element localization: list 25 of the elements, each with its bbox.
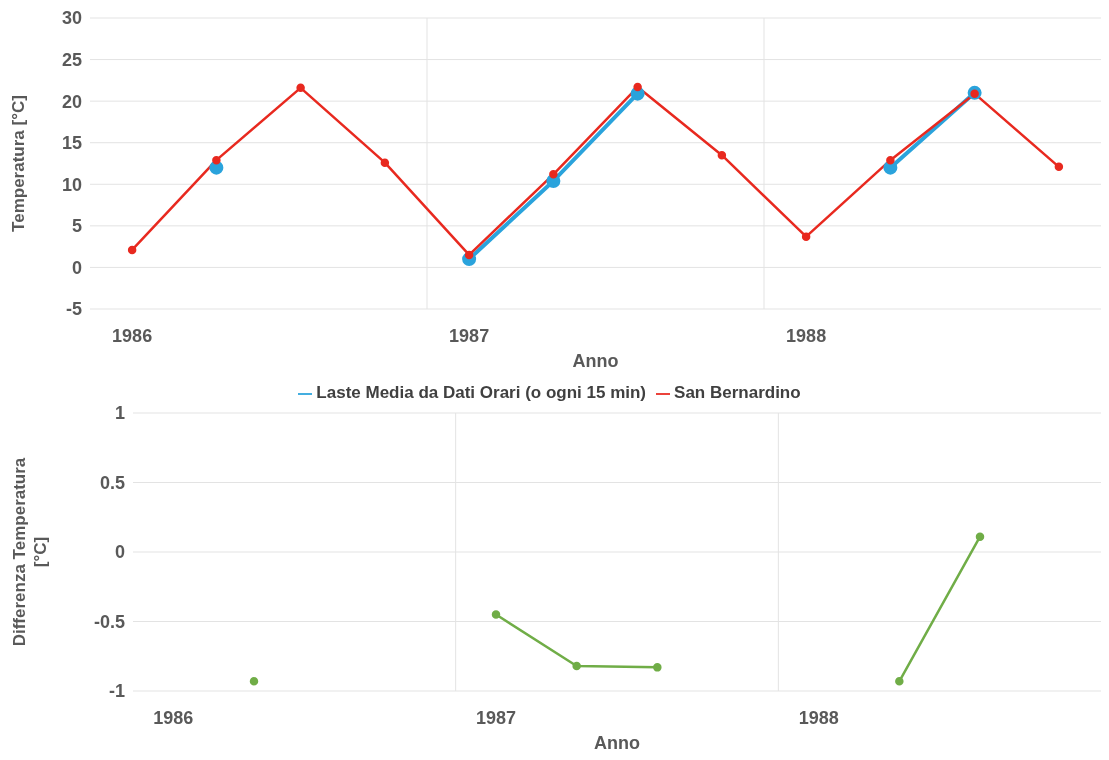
y-tick-label: 0.5 bbox=[99, 472, 125, 493]
y-tick-label: 25 bbox=[61, 49, 82, 70]
y-axis-title: Differenza Temperatura [°C] bbox=[10, 457, 50, 647]
x-axis-title: Anno bbox=[594, 733, 640, 753]
legend-label: San Bernardino bbox=[674, 383, 801, 402]
x-tick-label: 1987 bbox=[449, 325, 490, 346]
y-tick-label: 20 bbox=[61, 91, 82, 112]
y-tick-label: 5 bbox=[71, 216, 82, 237]
x-tick-label: 1986 bbox=[153, 707, 194, 728]
y-tick-label: 30 bbox=[61, 8, 82, 29]
y-tick-label: -5 bbox=[65, 299, 82, 320]
legend-label: Laste Media da Dati Orari (o ogni 15 min) bbox=[316, 383, 647, 402]
y-axis-title: Temperatura [°C] bbox=[9, 95, 28, 232]
y-tick-label: -1 bbox=[108, 681, 125, 702]
y-tick-label: 1 bbox=[114, 403, 125, 424]
x-axis-title: Anno bbox=[572, 351, 619, 371]
x-tick-label: 1987 bbox=[475, 707, 517, 728]
x-tick-label: 1988 bbox=[798, 707, 839, 728]
y-tick-label: 0 bbox=[71, 257, 82, 278]
y-tick-label: -0.5 bbox=[93, 611, 125, 632]
y-tick-label: 15 bbox=[61, 133, 82, 154]
x-tick-label: 1988 bbox=[786, 325, 827, 346]
y-tick-label: 10 bbox=[61, 174, 82, 195]
y-tick-label: 0 bbox=[114, 542, 125, 563]
x-tick-label: 1986 bbox=[112, 325, 153, 346]
